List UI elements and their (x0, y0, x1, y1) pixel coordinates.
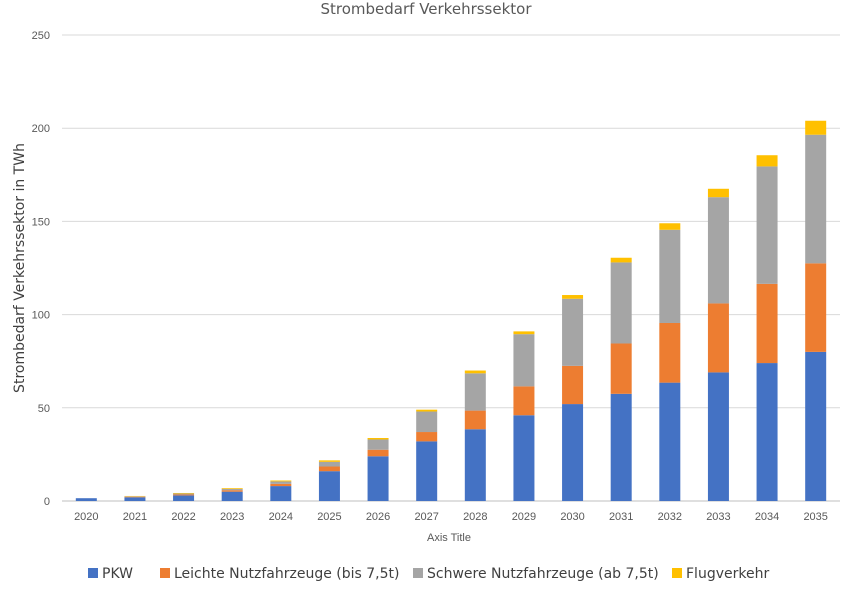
bar-segment (173, 493, 195, 495)
bar-segment (707, 188, 729, 198)
bar-segment (416, 411, 438, 433)
legend-swatch (160, 568, 170, 578)
bar-segment (610, 257, 632, 263)
bar-segment (270, 481, 292, 484)
bar-segment (513, 331, 535, 335)
bar-segment (562, 298, 584, 366)
bar-segment (464, 429, 486, 501)
bar-segment (562, 365, 584, 405)
y-tick-label: 100 (32, 310, 50, 322)
bar-segment (124, 497, 146, 501)
legend: PKW Leichte Nutzfahrzeuge (bis 7,5t) Schwe… (88, 566, 769, 582)
bar-segment (756, 155, 778, 167)
x-tick-label: 2023 (220, 511, 244, 523)
bar-segment (318, 466, 340, 472)
bar-segment (124, 496, 146, 498)
y-tick-label: 200 (32, 123, 50, 135)
x-tick-label: 2026 (366, 511, 390, 523)
y-tick-label: 150 (32, 216, 50, 228)
bar-segment (707, 303, 729, 373)
legend-label: Schwere Nutzfahrzeuge (ab 7,5t) (427, 566, 659, 582)
bar-segment (367, 456, 389, 501)
x-tick-label: 2029 (512, 511, 536, 523)
bar-segment (610, 393, 632, 501)
bar-segment (805, 120, 827, 135)
x-tick-label: 2033 (706, 511, 730, 523)
bar-segment (659, 322, 681, 383)
bars (75, 120, 827, 501)
x-tick-label: 2031 (609, 511, 633, 523)
x-tick-label: 2022 (171, 511, 195, 523)
x-tick-label: 2020 (74, 511, 98, 523)
x-axis-title: Axis Title (427, 532, 471, 544)
legend-swatch (413, 568, 423, 578)
bar-segment (513, 415, 535, 501)
y-tick-label: 0 (44, 496, 50, 508)
x-tick-label: 2025 (317, 511, 341, 523)
y-axis-title: Strombedarf Verkehrssektor in TWh (12, 143, 28, 393)
y-tick-label: 250 (32, 30, 50, 42)
bar-segment (173, 494, 195, 496)
bar-segment (270, 486, 292, 501)
bar-segment (318, 460, 340, 462)
legend-swatch (672, 568, 682, 578)
x-tick-label: 2030 (560, 511, 584, 523)
bar-segment (805, 351, 827, 501)
bar-segment (707, 197, 729, 304)
y-tick-label: 50 (38, 403, 50, 415)
bar-segment (659, 223, 681, 230)
bar-segment (756, 363, 778, 501)
bar-segment (659, 382, 681, 501)
x-tick-label: 2021 (123, 511, 147, 523)
bar-segment (416, 441, 438, 501)
bar-segment (221, 491, 243, 501)
bar-segment (221, 488, 243, 489)
chart-title: Strombedarf Verkehrssektor (320, 0, 532, 18)
bar-segment (75, 498, 97, 501)
y-axis-ticks: 0 50 100 150 200 250 (32, 30, 50, 508)
legend-label: Leichte Nutzfahrzeuge (bis 7,5t) (174, 566, 399, 582)
bar-segment (756, 283, 778, 364)
x-tick-label: 2028 (463, 511, 487, 523)
bar-segment (318, 471, 340, 501)
x-axis-ticks: 2020 2021 2022 2023 2024 2025 2026 2027 2028 2029… (74, 511, 828, 523)
legend-label: Flugverkehr (686, 566, 769, 582)
legend-label: PKW (102, 566, 133, 582)
x-tick-label: 2027 (414, 511, 438, 523)
bar-segment (270, 480, 292, 482)
bar-segment (270, 483, 292, 487)
bar-segment (367, 449, 389, 457)
bar-segment (464, 373, 486, 411)
x-tick-label: 2024 (269, 511, 293, 523)
bar-segment (173, 495, 195, 501)
bar-segment (562, 295, 584, 299)
bar-segment (756, 166, 778, 284)
legend-swatch (88, 568, 98, 578)
bar-segment (173, 492, 195, 494)
bar-segment (513, 334, 535, 387)
bar-segment (367, 439, 389, 450)
bar-segment (464, 370, 486, 374)
bar-segment (513, 386, 535, 416)
bar-segment (659, 229, 681, 323)
bar-segment (416, 409, 438, 412)
x-tick-label: 2032 (658, 511, 682, 523)
bar-segment (367, 437, 389, 440)
bar-segment (464, 410, 486, 430)
bar-segment (707, 372, 729, 501)
bar-segment (610, 343, 632, 394)
bar-segment (562, 404, 584, 501)
bar-segment (610, 262, 632, 344)
bar-segment (805, 263, 827, 352)
bar-segment (318, 461, 340, 467)
bar-segment (221, 490, 243, 492)
x-tick-label: 2035 (803, 511, 827, 523)
bar-segment (221, 488, 243, 491)
x-tick-label: 2034 (755, 511, 779, 523)
bar-segment (416, 432, 438, 442)
bar-segment (805, 134, 827, 264)
